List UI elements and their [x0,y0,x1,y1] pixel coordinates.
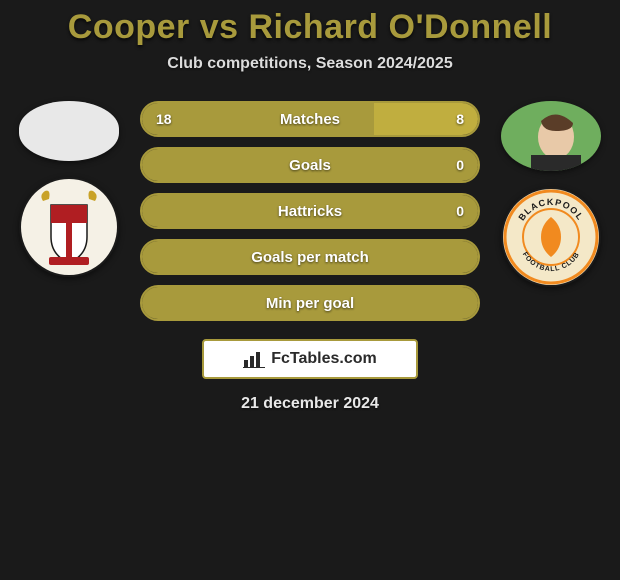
blackpool-badge-icon: BLACKPOOL FOOTBALL CLUB [501,187,601,287]
left-player-column [14,101,124,277]
date-label: 21 december 2024 [0,395,620,413]
page-title: Cooper vs Richard O'Donnell [0,8,620,47]
stats-bars: Matches188Goals0Hattricks0Goals per matc… [140,101,480,321]
stat-label: Goals per match [142,241,478,273]
stat-label: Hattricks [142,195,478,227]
player-right-photo-icon [501,101,601,171]
right-player-column: BLACKPOOL FOOTBALL CLUB [496,101,606,287]
fctables-logo: FcTables.com [202,339,418,379]
stat-label: Goals [142,149,478,181]
stat-value-right: 0 [456,195,464,227]
bar-chart-icon [243,350,265,368]
stat-row: Goals per match [140,239,480,275]
stat-row: Hattricks0 [140,193,480,229]
club-left-badge [19,177,119,277]
stat-row: Goals0 [140,147,480,183]
comparison-panel: Matches188Goals0Hattricks0Goals per matc… [0,101,620,321]
stevenage-badge-icon [19,177,119,277]
page-subtitle: Club competitions, Season 2024/2025 [0,55,620,73]
stat-label: Matches [142,103,478,135]
stat-value-right: 0 [456,149,464,181]
player-left-avatar [19,101,119,161]
stat-value-right: 8 [456,103,464,135]
stat-row: Min per goal [140,285,480,321]
player-right-avatar [501,101,601,171]
club-right-badge: BLACKPOOL FOOTBALL CLUB [501,187,601,287]
stat-label: Min per goal [142,287,478,319]
logo-text: FcTables.com [271,350,377,368]
stat-value-left: 18 [156,103,172,135]
stat-row: Matches18 8 [140,101,480,137]
